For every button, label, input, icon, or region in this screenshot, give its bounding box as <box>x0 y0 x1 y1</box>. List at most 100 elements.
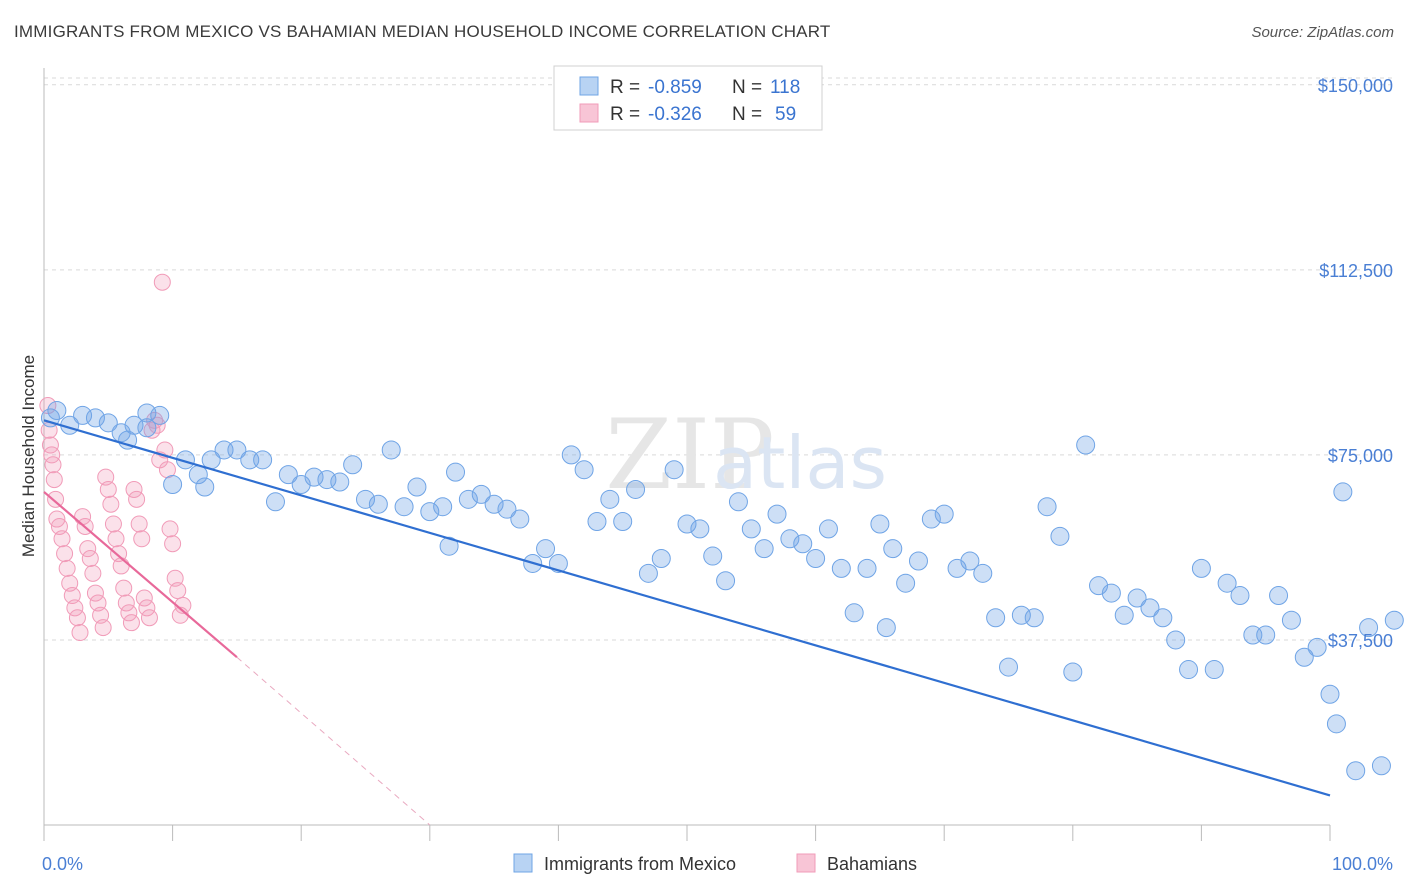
mexico-point <box>1294 647 1314 667</box>
mexico-point <box>831 558 851 578</box>
mexico-point <box>163 475 183 495</box>
bahamians-point <box>117 594 135 612</box>
mexico-point <box>137 418 157 438</box>
legend-bottom-mexico: Immigrants from Mexico <box>544 854 736 874</box>
mexico-point <box>844 603 864 623</box>
mexico-point <box>1140 598 1160 618</box>
mexico-point <box>536 539 556 559</box>
mexico-point <box>741 519 761 539</box>
mexico-point <box>368 494 388 514</box>
mexico-point <box>793 534 813 554</box>
legend-r-value-1: -0.859 <box>648 77 702 98</box>
mexico-point <box>896 573 916 593</box>
bahamians-point <box>122 614 140 632</box>
watermark-atlas: atlas <box>713 421 887 505</box>
mexico-point <box>1076 435 1096 455</box>
mexico-point <box>265 492 285 512</box>
bahamians-point <box>125 480 143 498</box>
bahamians-point <box>115 579 133 597</box>
y-tick-label: $112,500 <box>1319 261 1393 281</box>
mexico-point <box>227 440 247 460</box>
legend-n-value-1: 118 <box>770 77 800 98</box>
mexico-point <box>780 529 800 549</box>
legend-n-value-2: 59 <box>775 104 796 125</box>
mexico-point <box>1217 573 1237 593</box>
mexico-point <box>677 514 697 534</box>
mexico-point <box>1346 761 1366 781</box>
mexico-point <box>381 440 401 460</box>
mexico-points <box>40 400 1404 781</box>
mexico-point <box>1101 583 1121 603</box>
x-tick-labels: 0.0% 100.0% <box>42 854 1393 874</box>
bahamians-point <box>99 480 117 498</box>
mexico-point <box>921 509 941 529</box>
bahamians-point <box>138 599 156 617</box>
mexico-point <box>1191 558 1211 578</box>
bahamians-point <box>128 490 146 508</box>
mexico-point <box>1307 637 1327 657</box>
mexico-trend-line <box>43 419 1331 797</box>
mexico-point <box>999 657 1018 677</box>
x-tick-label-max: 100.0% <box>1332 854 1393 874</box>
mexico-point <box>561 445 581 465</box>
mexico-point <box>1371 756 1391 776</box>
mexico-point <box>1269 586 1289 606</box>
bahamians-point <box>112 557 130 575</box>
mexico-point <box>986 608 1006 628</box>
mexico-point <box>40 408 60 428</box>
mexico-point <box>1204 660 1224 680</box>
mexico-point <box>754 539 774 559</box>
mexico-point <box>716 571 736 591</box>
mexico-point <box>1320 684 1340 704</box>
mexico-point <box>510 509 530 529</box>
bahamians-point <box>107 530 125 548</box>
legend-bottom-swatch-bahamians <box>796 853 816 873</box>
legend-swatch-blue <box>579 76 599 96</box>
mexico-point <box>420 502 440 522</box>
mexico-point <box>600 489 620 509</box>
mexico-point <box>253 450 273 470</box>
bahamians-point <box>164 535 182 553</box>
mexico-point <box>767 504 787 524</box>
bahamians-point <box>71 624 89 642</box>
mexico-point <box>934 504 954 524</box>
mexico-point <box>433 497 453 517</box>
legend-r-label-1: R = <box>610 77 640 98</box>
mexico-point <box>1333 482 1353 502</box>
legend-n-label-1: N = <box>732 77 762 98</box>
bahamians-point <box>169 582 187 600</box>
bahamians-point <box>58 559 76 577</box>
mexico-point <box>664 460 684 480</box>
mexico-point <box>857 558 877 578</box>
mexico-point <box>343 455 363 475</box>
mexico-point <box>870 514 890 534</box>
bahamians-point <box>94 619 112 637</box>
mexico-point <box>973 563 993 583</box>
bahamians-point <box>140 609 158 627</box>
mexico-point <box>1063 662 1083 682</box>
mexico-point <box>497 499 517 519</box>
mexico-point <box>484 494 504 514</box>
y-axis-label: Median Household Income <box>19 355 38 557</box>
legend-bottom-swatch-mexico <box>513 853 533 873</box>
mexico-point <box>407 477 427 497</box>
x-tick-label-min: 0.0% <box>42 854 83 874</box>
bahamians-point <box>120 604 138 622</box>
mexico-point <box>1326 714 1346 734</box>
mexico-point <box>85 408 105 428</box>
mexico-point <box>626 479 646 499</box>
bahamians-point <box>133 530 151 548</box>
mexico-point <box>439 536 459 556</box>
bahamians-point <box>161 520 179 538</box>
mexico-point <box>703 546 723 566</box>
mexico-point <box>47 400 67 420</box>
mexico-point <box>1050 526 1070 546</box>
mexico-point <box>471 484 491 504</box>
bahamians-point <box>135 589 153 607</box>
bahamians-points <box>39 273 192 642</box>
bahamians-point <box>53 530 71 548</box>
bahamians-point <box>45 471 63 489</box>
mexico-point <box>638 563 658 583</box>
mexico-point <box>1037 497 1057 517</box>
mexico-point <box>908 551 928 571</box>
